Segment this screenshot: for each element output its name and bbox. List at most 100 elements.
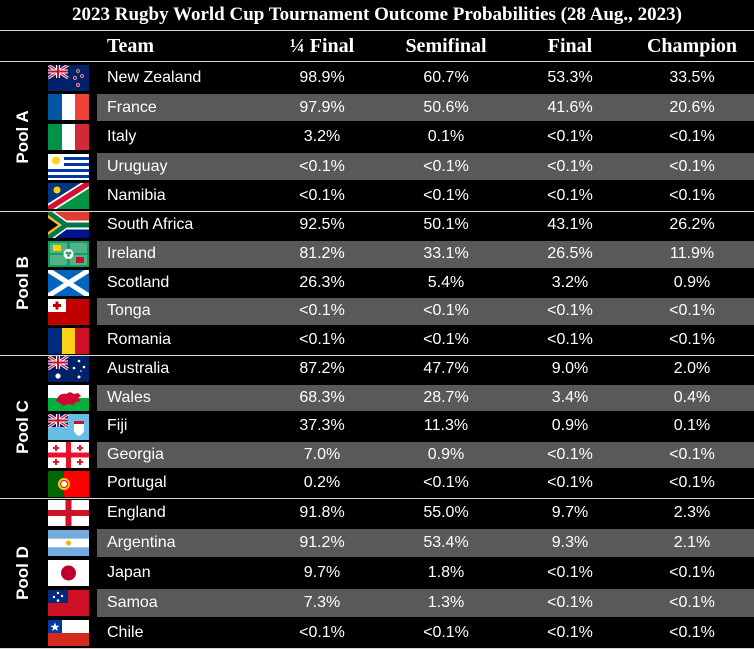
australia-flag-icon <box>48 356 89 383</box>
champion-value: <0.1% <box>669 157 715 175</box>
quarter-final-value: 0.2% <box>303 474 341 492</box>
champion-value: <0.1% <box>669 128 715 146</box>
team-name: Samoa <box>107 594 158 611</box>
final-value: 43.1% <box>547 216 593 233</box>
quarter-final-value: 3.2% <box>303 128 341 146</box>
quarter-final-value: <0.1% <box>299 157 345 175</box>
semifinal-value: 50.6% <box>423 98 469 116</box>
team-name: France <box>107 98 157 116</box>
champion-value: 20.6% <box>669 98 715 116</box>
semifinal-value: 0.1% <box>427 128 465 146</box>
champion-value: 2.3% <box>673 504 711 521</box>
quarter-final-value: 9.7% <box>303 564 341 581</box>
quarter-final-value: 68.3% <box>299 388 345 406</box>
pool-rule <box>0 498 754 499</box>
final-value: <0.1% <box>547 331 593 349</box>
semifinal-value: 53.4% <box>423 534 469 551</box>
south-africa-flag-icon <box>48 212 89 239</box>
team-name: Italy <box>107 128 137 146</box>
quarter-final-value: 98.9% <box>299 69 345 86</box>
final-value: 9.0% <box>551 360 589 377</box>
france-flag-icon <box>48 94 89 121</box>
table-row: Uruguay <0.1% <0.1% <0.1% <0.1% <box>97 152 754 181</box>
scotland-flag-icon <box>48 270 89 296</box>
final-value: 9.7% <box>551 504 589 521</box>
header-team: Team <box>107 35 155 57</box>
semifinal-value: 0.9% <box>427 445 465 463</box>
champion-value: <0.1% <box>669 445 715 463</box>
final-value: <0.1% <box>547 624 593 641</box>
table-row: Wales 68.3% 28.7% 3.4% 0.4% <box>97 384 754 412</box>
chile-flag-icon <box>48 620 89 646</box>
quarter-final-value: 7.3% <box>303 594 341 611</box>
team-name: Georgia <box>107 445 164 463</box>
team-name: Ireland <box>107 244 156 262</box>
table-row: Australia 87.2% 47.7% 9.0% 2.0% <box>97 356 754 383</box>
final-value: 3.2% <box>551 273 589 291</box>
semifinal-value: 1.8% <box>427 564 465 581</box>
quarter-final-value: 97.9% <box>299 98 345 116</box>
pool-label-text: Pool B <box>12 256 32 310</box>
table-row: South Africa 92.5% 50.1% 43.1% 26.2% <box>97 212 754 239</box>
semifinal-value: <0.1% <box>423 474 469 492</box>
semifinal-value: 28.7% <box>423 388 469 406</box>
pool-label: Pool B <box>0 211 45 355</box>
champion-value: 2.1% <box>673 534 711 551</box>
team-name: Fiji <box>107 417 128 435</box>
header-semifinal: Semifinal <box>405 35 487 57</box>
table-row: Tonga <0.1% <0.1% <0.1% <0.1% <box>97 298 754 326</box>
quarter-final-value: 91.2% <box>299 534 345 551</box>
champion-value: 0.1% <box>673 417 711 435</box>
pool-label: Pool A <box>0 63 45 211</box>
champion-value: 11.9% <box>669 244 715 262</box>
ireland-rugby-flag-icon <box>48 241 89 268</box>
team-name: Tonga <box>107 302 151 320</box>
final-value: 3.4% <box>551 388 589 406</box>
final-value: 41.6% <box>547 98 593 116</box>
pool-rule <box>0 211 754 212</box>
team-name: Australia <box>107 360 170 377</box>
quarter-final-value: 87.2% <box>299 360 345 377</box>
table-row: Italy 3.2% 0.1% <0.1% <0.1% <box>97 123 754 151</box>
quarter-final-value: <0.1% <box>299 187 345 205</box>
team-name: Japan <box>107 564 151 581</box>
wales-flag-icon <box>48 384 89 411</box>
semifinal-value: <0.1% <box>423 302 469 320</box>
table-row: Argentina 91.2% 53.4% 9.3% 2.1% <box>97 529 754 557</box>
champion-value: <0.1% <box>669 331 715 349</box>
champion-value: <0.1% <box>669 302 715 320</box>
team-name: South Africa <box>107 216 194 233</box>
pool-label-text: Pool C <box>12 399 32 454</box>
table-row: France 97.9% 50.6% 41.6% 20.6% <box>97 93 754 122</box>
champion-value: 0.4% <box>673 388 711 406</box>
quarter-final-value: 81.2% <box>299 244 345 262</box>
header-quarter-final: ¼ Final <box>289 35 355 57</box>
table-row: Chile <0.1% <0.1% <0.1% <0.1% <box>97 619 754 647</box>
semifinal-value: <0.1% <box>423 157 469 175</box>
final-value: 0.9% <box>551 417 589 435</box>
quarter-final-value: 26.3% <box>299 273 345 291</box>
tonga-flag-icon <box>48 298 89 325</box>
final-value: <0.1% <box>547 128 593 146</box>
england-flag-icon <box>48 500 89 526</box>
champion-value: <0.1% <box>669 564 715 581</box>
semifinal-value: 5.4% <box>427 273 465 291</box>
chart-title: 2023 Rugby World Cup Tournament Outcome … <box>71 4 682 25</box>
quarter-final-value: <0.1% <box>299 331 345 349</box>
semifinal-value: 50.1% <box>423 216 469 233</box>
team-name: Argentina <box>107 534 176 551</box>
team-name: Romania <box>107 331 172 349</box>
pool-label: Pool C <box>0 355 45 498</box>
team-name: England <box>107 504 166 521</box>
champion-value: <0.1% <box>669 187 715 205</box>
champion-value: <0.1% <box>669 624 715 641</box>
table-row: New Zealand 98.9% 60.7% 53.3% 33.5% <box>97 64 754 92</box>
quarter-final-value: 92.5% <box>299 216 345 233</box>
new-zealand-flag-icon <box>48 64 89 91</box>
pool-label-text: Pool D <box>12 546 32 600</box>
final-value: <0.1% <box>547 594 593 611</box>
pool-label: Pool D <box>0 498 45 648</box>
table-row: Georgia 7.0% 0.9% <0.1% <0.1% <box>97 441 754 469</box>
quarter-final-value: <0.1% <box>299 624 345 641</box>
semifinal-value: 1.3% <box>427 594 465 611</box>
